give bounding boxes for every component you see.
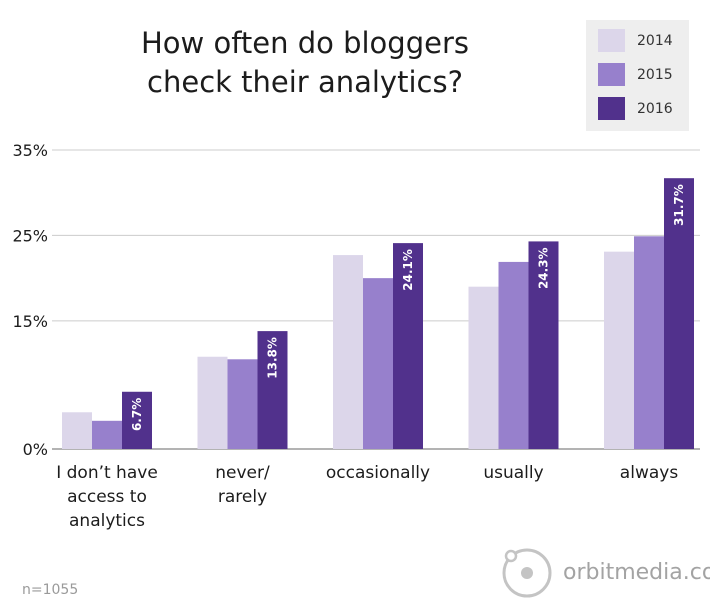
y-tick-label: 0% <box>23 440 48 459</box>
legend-label-2016: 2016 <box>637 101 673 117</box>
data-label: 31.7% <box>672 184 686 226</box>
x-category-label: always <box>620 463 679 483</box>
y-tick-label: 25% <box>12 226 48 245</box>
data-label: 13.8% <box>266 337 280 379</box>
chart-title: How often do bloggers check their analyt… <box>140 26 469 99</box>
x-category-label: I don’t have access to analytics <box>56 463 158 531</box>
data-label: 6.7% <box>130 398 144 431</box>
y-tick-label: 15% <box>12 312 48 331</box>
sample-size-note: n=1055 <box>22 582 79 598</box>
legend-swatch-2014 <box>598 29 625 52</box>
bar <box>468 286 499 449</box>
bar <box>92 420 122 449</box>
bar <box>122 391 152 449</box>
legend-swatch-2015 <box>598 63 625 86</box>
bar <box>227 359 258 449</box>
legend: 2014 2015 2016 <box>586 20 689 131</box>
bar <box>257 331 288 449</box>
legend-label-2015: 2015 <box>637 67 673 83</box>
data-label: 24.1% <box>401 249 415 291</box>
bar <box>634 236 664 449</box>
x-category-label: never/rarely <box>215 463 270 507</box>
x-category-label: occasionally <box>326 463 430 483</box>
bar <box>528 241 559 449</box>
orbit-logo-icon <box>502 548 552 598</box>
bar <box>664 178 694 450</box>
legend-swatch-2016 <box>598 97 625 120</box>
bar <box>393 243 423 449</box>
brand-name: orbitmedia.com <box>563 560 710 585</box>
x-category-label: usually <box>483 463 543 483</box>
y-tick-label: 35% <box>12 141 48 160</box>
data-label: 24.3% <box>537 247 551 289</box>
legend-label-2014: 2014 <box>637 33 673 49</box>
bar <box>498 261 529 449</box>
bar <box>604 251 634 449</box>
bar <box>62 412 92 449</box>
bar <box>363 278 393 449</box>
bar <box>197 356 228 449</box>
bar <box>333 255 363 449</box>
